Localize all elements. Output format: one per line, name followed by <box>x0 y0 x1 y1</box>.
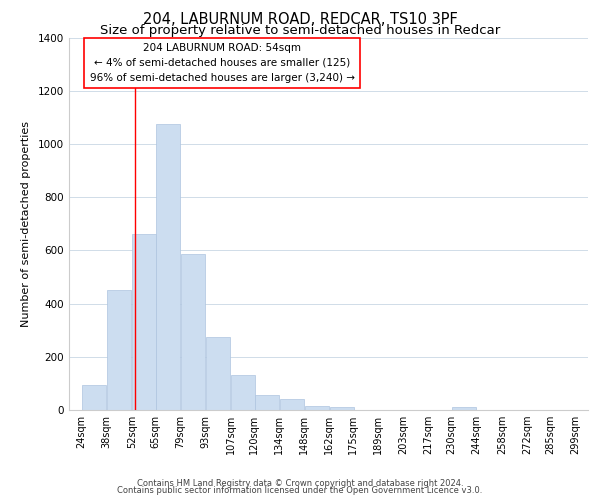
Bar <box>206 337 230 410</box>
Text: Contains HM Land Registry data © Crown copyright and database right 2024.: Contains HM Land Registry data © Crown c… <box>137 478 463 488</box>
Bar <box>305 406 329 410</box>
Text: 204, LABURNUM ROAD, REDCAR, TS10 3PF: 204, LABURNUM ROAD, REDCAR, TS10 3PF <box>143 12 457 26</box>
Bar <box>107 290 131 410</box>
Bar <box>181 254 205 410</box>
Bar <box>254 396 278 410</box>
Text: 204 LABURNUM ROAD: 54sqm
← 4% of semi-detached houses are smaller (125)
96% of s: 204 LABURNUM ROAD: 54sqm ← 4% of semi-de… <box>89 43 355 82</box>
Bar <box>133 234 157 410</box>
Text: Contains public sector information licensed under the Open Government Licence v3: Contains public sector information licen… <box>118 486 482 495</box>
Bar <box>156 124 180 410</box>
Bar <box>452 408 476 410</box>
Bar <box>330 408 354 410</box>
Bar <box>231 376 255 410</box>
Bar <box>82 384 106 410</box>
Y-axis label: Number of semi-detached properties: Number of semi-detached properties <box>21 120 31 327</box>
Bar <box>280 400 304 410</box>
Text: Size of property relative to semi-detached houses in Redcar: Size of property relative to semi-detach… <box>100 24 500 37</box>
